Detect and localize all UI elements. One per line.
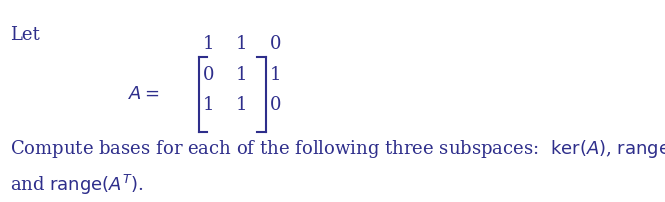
Text: and $\mathrm{range}(A^T)$.: and $\mathrm{range}(A^T)$.: [9, 173, 144, 197]
Text: 1: 1: [269, 66, 281, 84]
Text: 1: 1: [202, 96, 214, 114]
Text: 1: 1: [202, 35, 214, 53]
Text: Let: Let: [9, 26, 39, 44]
Text: 1: 1: [236, 35, 247, 53]
Text: 0: 0: [202, 66, 214, 84]
Text: Compute bases for each of the following three subspaces:  $\ker(A)$, $\mathrm{ra: Compute bases for each of the following …: [9, 138, 665, 160]
Text: $A =$: $A =$: [128, 85, 160, 103]
Text: 0: 0: [269, 96, 281, 114]
Text: 1: 1: [236, 96, 247, 114]
Text: 0: 0: [269, 35, 281, 53]
Text: 1: 1: [236, 66, 247, 84]
